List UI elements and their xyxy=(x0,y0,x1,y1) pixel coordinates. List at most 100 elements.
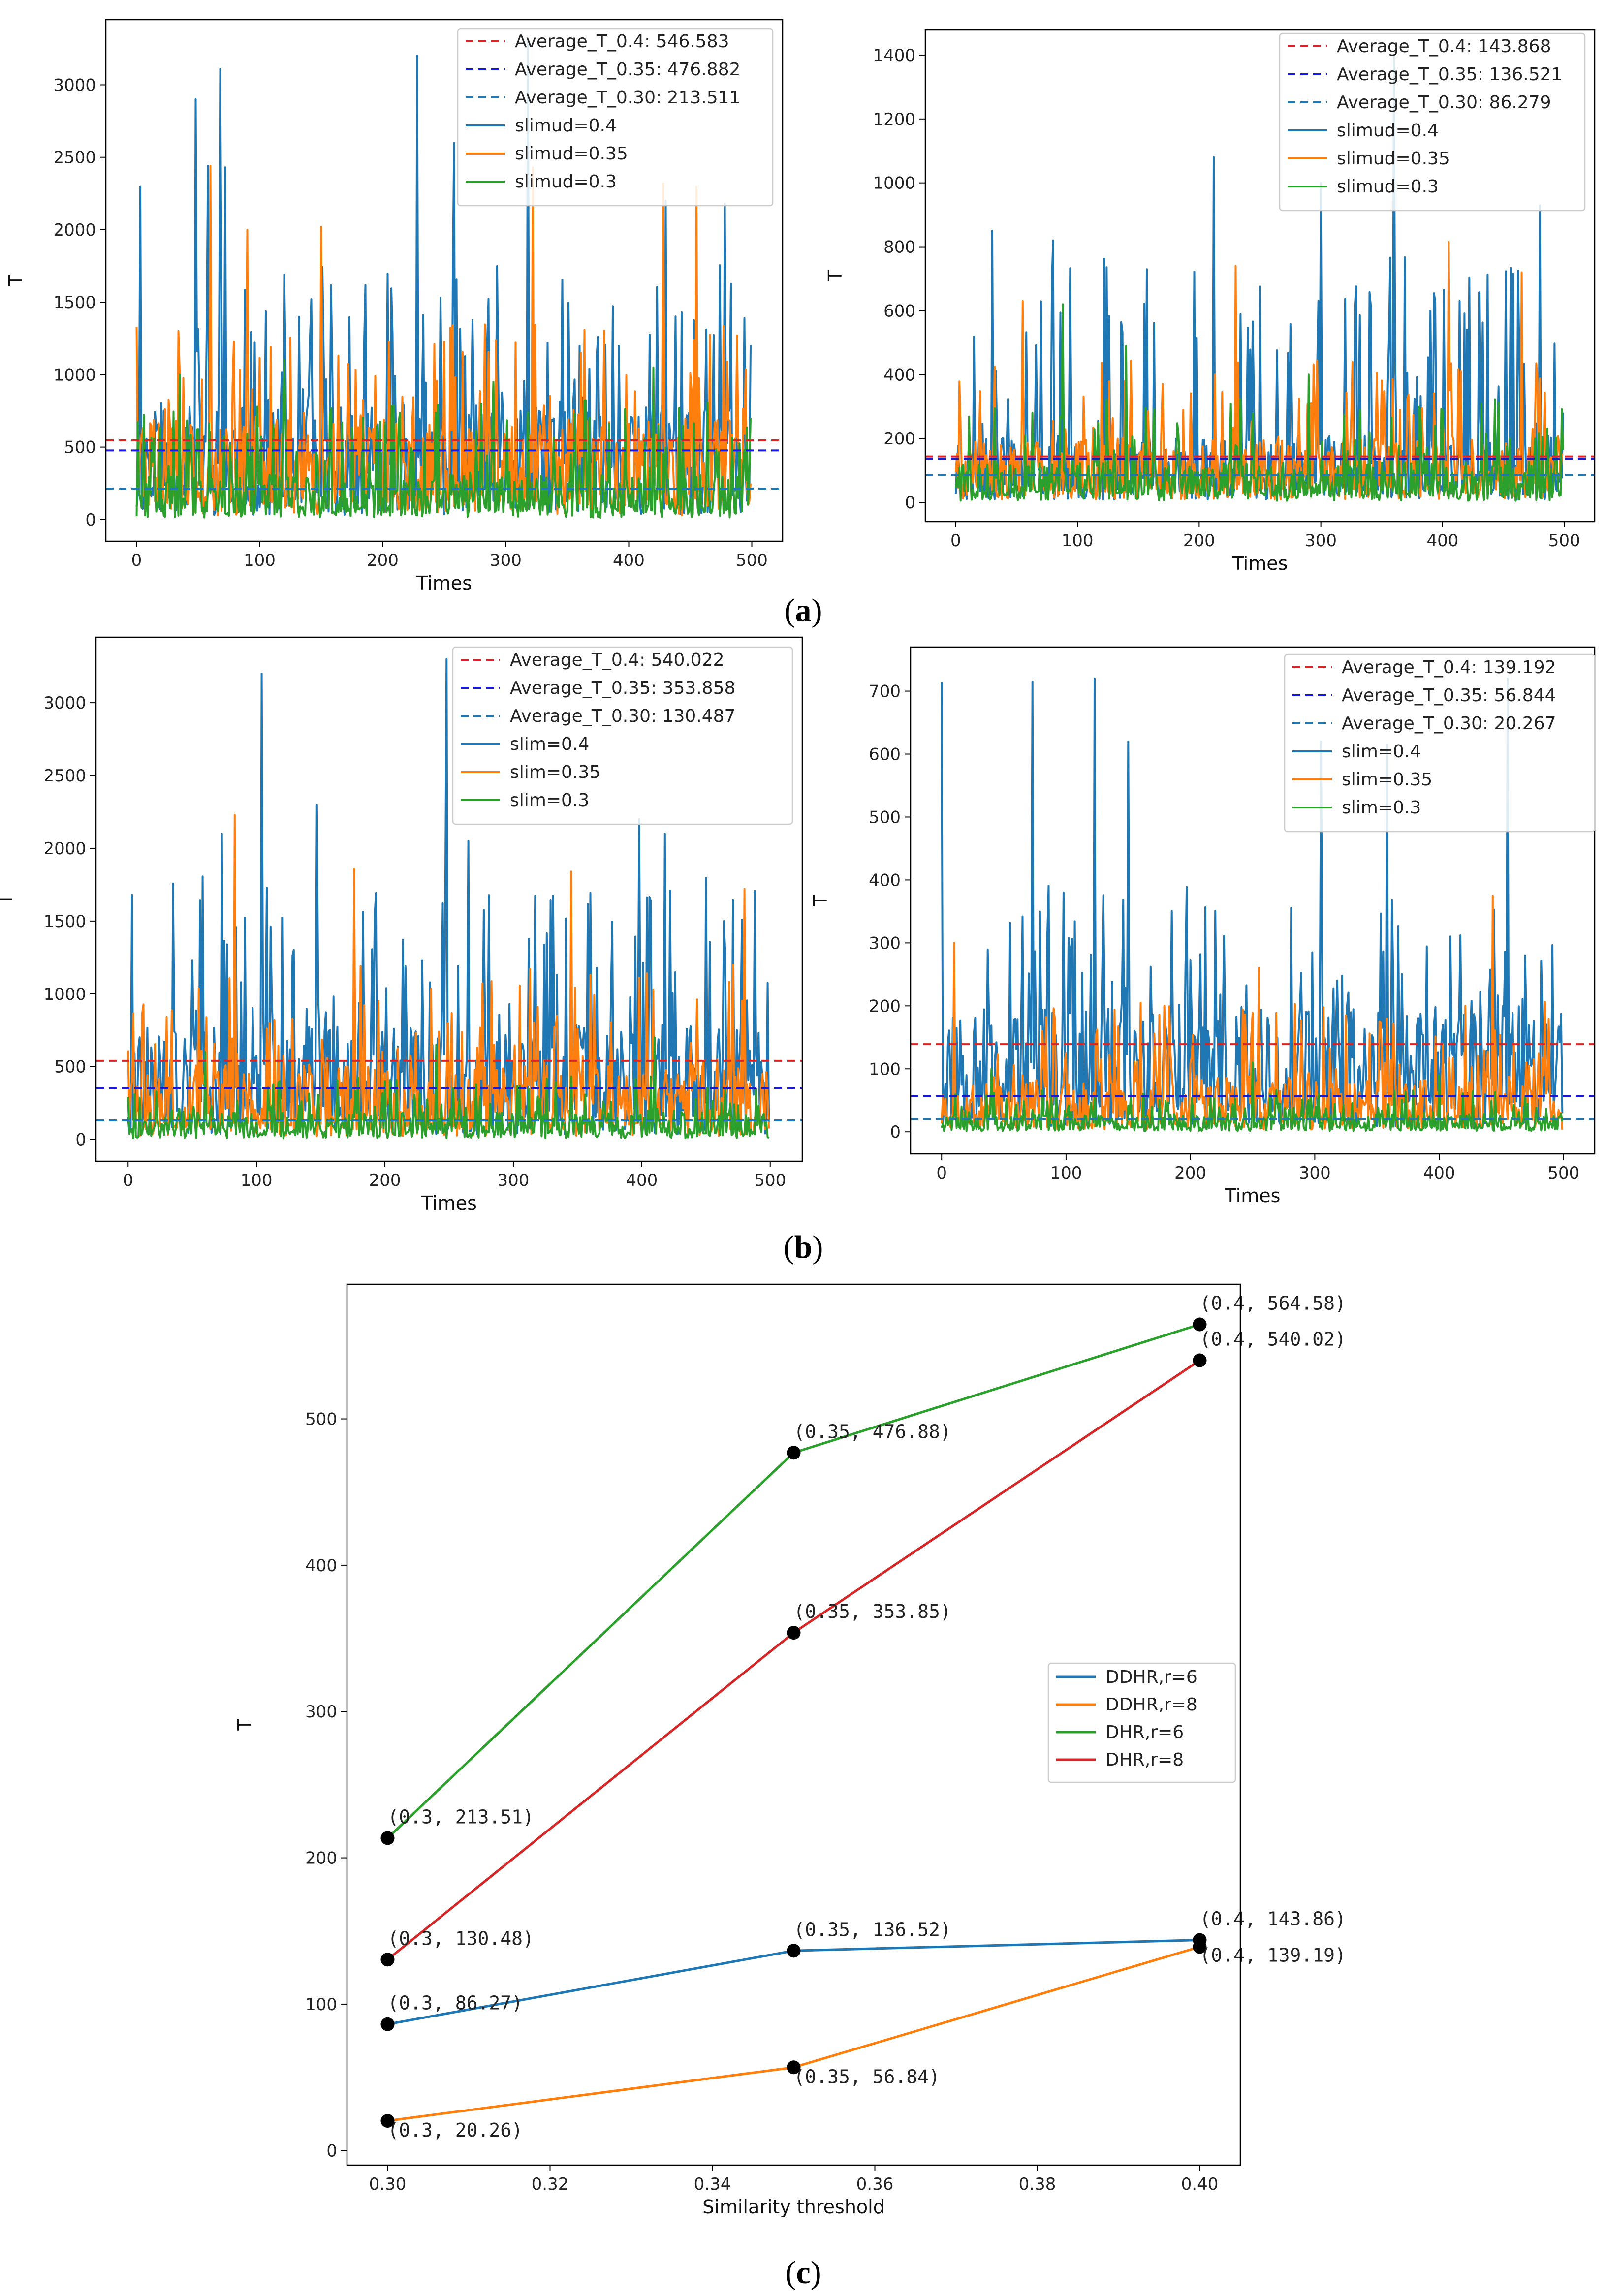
series-line xyxy=(954,54,1564,501)
data-point xyxy=(1193,1940,1207,1954)
x-tick-label: 100 xyxy=(244,551,276,570)
y-tick-label: 2000 xyxy=(53,220,96,240)
chart-b-left: 0 100 200 300 400 500 0 500 1000 1500 2000 2500 3000… xyxy=(0,636,803,1214)
y-tick-label: 400 xyxy=(869,870,901,890)
y-tick-label: 1000 xyxy=(873,174,915,193)
y-tick-label: 2000 xyxy=(43,839,86,859)
legend-entry: slim=0.3 xyxy=(1342,798,1421,818)
x-tick-label: 400 xyxy=(1426,531,1458,551)
legend-entry: Average_T_0.35: 56.844 xyxy=(1342,685,1556,706)
data-label: (0.3, 86.27) xyxy=(388,1992,523,2014)
data-label: (0.35, 353.85) xyxy=(794,1601,951,1622)
legend-entry: slim=0.35 xyxy=(510,762,600,782)
y-tick-label: 500 xyxy=(54,1057,86,1077)
legend-entry: DHR,r=6 xyxy=(1105,1722,1184,1742)
data-point xyxy=(380,1831,395,1845)
data-point xyxy=(787,1626,801,1640)
x-tick-label: 100 xyxy=(241,1171,273,1190)
data-label: (0.4, 139.19) xyxy=(1200,1944,1346,1966)
data-point xyxy=(787,1944,801,1958)
x-tick-label: 0.40 xyxy=(1181,2174,1219,2194)
legend-entry: Average_T_0.4: 143.868 xyxy=(1337,36,1551,57)
legend-entry: DDHR,r=8 xyxy=(1105,1695,1197,1715)
x-tick-label: 200 xyxy=(1183,531,1215,551)
y-tick-label: 1400 xyxy=(873,46,915,65)
x-tick-label: 0.34 xyxy=(694,2174,731,2194)
y-tick-label: 2500 xyxy=(53,148,96,168)
y-tick-label: 200 xyxy=(869,996,901,1016)
x-tick-label: 500 xyxy=(1548,531,1580,551)
legend-entry: slim=0.4 xyxy=(510,734,589,754)
y-tick-label: 0 xyxy=(85,510,96,530)
y-tick-label: 0 xyxy=(905,493,915,513)
data-point xyxy=(380,2114,395,2128)
x-tick-label: 500 xyxy=(754,1171,786,1190)
data-label: (0.3, 20.26) xyxy=(388,2119,523,2141)
x-axis-label: Times xyxy=(1225,1185,1281,1207)
axes-frame xyxy=(95,636,803,1162)
series-line xyxy=(127,1036,770,1140)
x-axis-label: Similarity threshold xyxy=(702,2196,885,2218)
legend-entry: Average_T_0.35: 136.521 xyxy=(1337,64,1562,85)
chart-a-right: 0 100 200 300 400 500 0 200 400 600 800 1000 1200 140… xyxy=(824,29,1596,574)
axes-frame xyxy=(924,29,1596,523)
y-tick-label: 1000 xyxy=(43,985,86,1004)
y-tick-label: 500 xyxy=(64,438,96,458)
y-tick-label: 1500 xyxy=(53,293,96,312)
legend-entry: Average_T_0.35: 476.882 xyxy=(515,60,740,80)
y-tick-label: 400 xyxy=(305,1556,337,1576)
panel-label-b: (b) xyxy=(784,1229,823,1265)
x-tick-label: 300 xyxy=(1299,1163,1331,1183)
data-point xyxy=(380,2017,395,2031)
x-axis-label: Times xyxy=(1232,553,1288,574)
legend-entry: DDHR,r=6 xyxy=(1105,1667,1197,1687)
x-tick-label: 400 xyxy=(613,551,645,570)
axes-frame xyxy=(910,646,1596,1155)
x-tick-label: 200 xyxy=(1174,1163,1206,1183)
plot-area xyxy=(911,678,1595,1132)
data-label: (0.4, 564.58) xyxy=(1200,1293,1346,1314)
x-tick-label: 0.30 xyxy=(369,2174,407,2194)
x-tick-label: 300 xyxy=(490,551,522,570)
data-label: (0.4, 143.86) xyxy=(1200,1908,1346,1930)
x-tick-label: 200 xyxy=(367,551,399,570)
legend-entry: Average_T_0.4: 546.583 xyxy=(515,31,729,52)
plot-area xyxy=(106,40,783,519)
legend-box xyxy=(1284,653,1596,833)
x-axis-label: Times xyxy=(421,1192,477,1214)
data-point xyxy=(787,1446,801,1460)
legend-entry: Average_T_0.4: 139.192 xyxy=(1342,657,1556,678)
data-label: (0.3, 130.48) xyxy=(388,1927,534,1949)
x-tick-label: 0.36 xyxy=(856,2174,894,2194)
legend-entry: slimud=0.4 xyxy=(515,116,617,136)
legend-entry: slimud=0.3 xyxy=(1337,177,1439,197)
x-tick-label: 100 xyxy=(1050,1163,1082,1183)
chart-b-right: 0 100 200 300 400 500 0 100 200 300 400 500 600 700 Ti… xyxy=(810,646,1596,1207)
y-tick-label: 1200 xyxy=(873,110,915,129)
y-tick-label: 400 xyxy=(883,365,915,385)
x-tick-label: 400 xyxy=(626,1171,658,1190)
data-label: (0.35, 56.84) xyxy=(794,2066,940,2087)
x-tick-label: 500 xyxy=(1547,1163,1579,1183)
series-line xyxy=(941,895,1564,1131)
y-tick-label: 0 xyxy=(890,1122,901,1142)
legend-entry: slim=0.4 xyxy=(1342,742,1421,762)
panel-label-c: (c) xyxy=(785,2255,821,2291)
y-tick-label: 1000 xyxy=(53,365,96,385)
data-point xyxy=(787,2060,801,2075)
legend-entry: slimud=0.35 xyxy=(515,144,628,164)
series-line xyxy=(954,241,1564,500)
data-label: (0.35, 136.52) xyxy=(794,1919,951,1940)
y-tick-label: 3000 xyxy=(53,76,96,95)
y-tick-label: 300 xyxy=(305,1702,337,1722)
chart-a-left: 0 100 200 300 400 500 0 500 1000 1500 2000 2500 3000… xyxy=(5,19,784,594)
x-tick-label: 0 xyxy=(131,551,142,570)
legend-entry: DHR,r=8 xyxy=(1105,1750,1184,1770)
x-tick-label: 0.38 xyxy=(1019,2174,1056,2194)
x-tick-label: 0.32 xyxy=(532,2174,569,2194)
y-axis-label: T xyxy=(824,270,846,282)
panel-label-a: (a) xyxy=(785,592,822,628)
y-axis-label: T xyxy=(234,1719,255,1731)
y-tick-label: 0 xyxy=(326,2141,337,2161)
